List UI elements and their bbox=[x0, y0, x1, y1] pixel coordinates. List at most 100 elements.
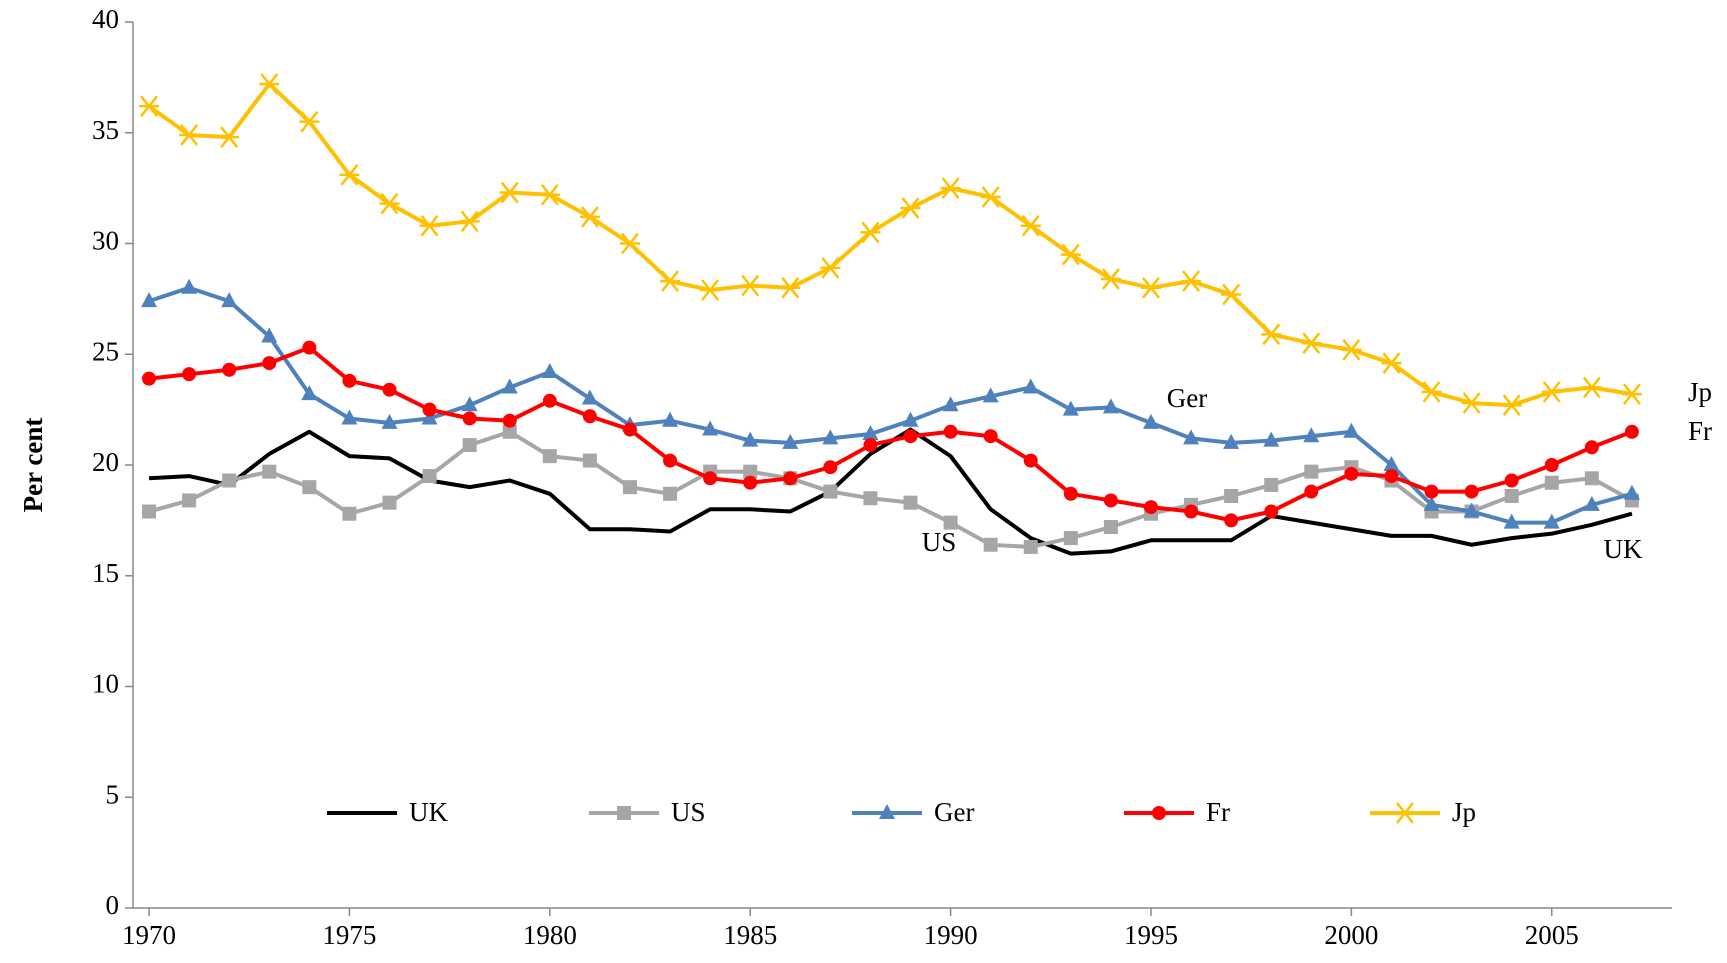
data-point bbox=[142, 371, 157, 386]
data-point bbox=[582, 409, 597, 424]
x-tick-label: 1975 bbox=[322, 920, 376, 950]
data-point bbox=[1583, 495, 1600, 511]
data-point bbox=[1544, 458, 1559, 472]
data-point bbox=[382, 495, 397, 510]
data-point bbox=[422, 402, 437, 417]
data-point bbox=[181, 278, 198, 294]
data-point bbox=[1264, 504, 1279, 519]
data-point bbox=[1102, 398, 1119, 414]
data-point bbox=[662, 411, 679, 427]
legend-marker bbox=[1395, 802, 1415, 824]
data-point bbox=[743, 475, 758, 490]
data-point bbox=[221, 292, 238, 308]
data-point bbox=[1100, 268, 1121, 290]
data-point bbox=[822, 429, 839, 445]
data-point bbox=[1224, 489, 1239, 504]
data-point bbox=[459, 210, 480, 233]
data-point bbox=[903, 495, 918, 510]
series-line bbox=[147, 82, 1633, 408]
annotation: US bbox=[922, 527, 957, 557]
data-point bbox=[1143, 500, 1158, 515]
data-point bbox=[1421, 381, 1442, 403]
data-point bbox=[1062, 400, 1079, 416]
data-point bbox=[1181, 270, 1202, 292]
data-point bbox=[823, 460, 838, 475]
data-point bbox=[1343, 422, 1360, 438]
annotation: UK bbox=[1604, 534, 1643, 564]
data-point bbox=[1504, 489, 1519, 504]
data-point bbox=[900, 197, 921, 219]
data-point bbox=[943, 424, 958, 439]
data-point bbox=[582, 453, 597, 468]
data-point bbox=[419, 214, 440, 237]
data-point bbox=[339, 164, 360, 186]
data-point bbox=[1543, 513, 1560, 529]
data-point bbox=[182, 493, 197, 508]
data-point bbox=[983, 429, 998, 444]
series-line bbox=[148, 429, 1633, 549]
y-tick-label: 0 bbox=[106, 890, 120, 920]
data-point bbox=[1063, 531, 1078, 546]
data-point bbox=[942, 396, 959, 412]
data-point bbox=[461, 396, 478, 412]
data-point bbox=[1541, 381, 1562, 403]
data-point bbox=[342, 373, 357, 388]
data-point bbox=[302, 480, 317, 495]
data-point bbox=[222, 362, 237, 377]
data-point bbox=[379, 192, 400, 215]
annotation: Ger bbox=[1167, 383, 1207, 413]
data-point bbox=[1023, 539, 1038, 554]
data-point bbox=[1221, 283, 1242, 306]
data-point bbox=[499, 181, 520, 204]
x-tick-label: 1980 bbox=[523, 920, 577, 950]
legend-label: Ger bbox=[934, 797, 974, 827]
data-point bbox=[1183, 429, 1200, 445]
data-point bbox=[1022, 378, 1039, 394]
data-point bbox=[820, 257, 841, 279]
x-tick-label: 1995 bbox=[1124, 920, 1178, 950]
x-tick-label: 2000 bbox=[1324, 920, 1378, 950]
data-point bbox=[1424, 484, 1439, 499]
data-point bbox=[1423, 495, 1440, 511]
x-tick-label: 1970 bbox=[122, 920, 176, 950]
data-point bbox=[539, 183, 560, 206]
data-point bbox=[780, 277, 801, 299]
data-point bbox=[182, 367, 197, 382]
data-point bbox=[1501, 394, 1522, 416]
data-point bbox=[1503, 513, 1520, 529]
data-point bbox=[382, 382, 397, 397]
x-tick-label: 1990 bbox=[924, 920, 978, 950]
legend-marker bbox=[879, 804, 895, 819]
data-point bbox=[462, 411, 477, 426]
y-tick-label: 20 bbox=[92, 447, 119, 477]
data-point bbox=[179, 124, 200, 146]
x-tick-label: 1985 bbox=[723, 920, 777, 950]
data-point bbox=[219, 126, 240, 148]
data-point bbox=[1142, 413, 1159, 429]
series-line bbox=[148, 285, 1633, 525]
data-point bbox=[1023, 453, 1038, 468]
data-point bbox=[902, 411, 919, 427]
data-point bbox=[622, 422, 637, 437]
data-point bbox=[1581, 376, 1602, 399]
data-point bbox=[1140, 277, 1161, 299]
y-tick-label: 40 bbox=[92, 4, 119, 34]
data-point bbox=[782, 433, 799, 449]
data-point bbox=[301, 385, 318, 401]
data-point bbox=[783, 471, 798, 486]
y-tick-label: 30 bbox=[92, 226, 119, 256]
data-point bbox=[1301, 332, 1322, 354]
data-point bbox=[259, 73, 280, 95]
data-point bbox=[1303, 427, 1320, 443]
data-point bbox=[421, 409, 438, 425]
data-point bbox=[502, 424, 517, 439]
annotation: Fr bbox=[1688, 416, 1712, 446]
annotation: Jp bbox=[1688, 377, 1712, 407]
data-point bbox=[1461, 392, 1482, 414]
data-point bbox=[703, 471, 718, 486]
data-point bbox=[619, 232, 640, 255]
data-point bbox=[663, 486, 678, 501]
data-point bbox=[1060, 243, 1081, 266]
data-point bbox=[139, 95, 160, 117]
data-point bbox=[542, 393, 557, 408]
